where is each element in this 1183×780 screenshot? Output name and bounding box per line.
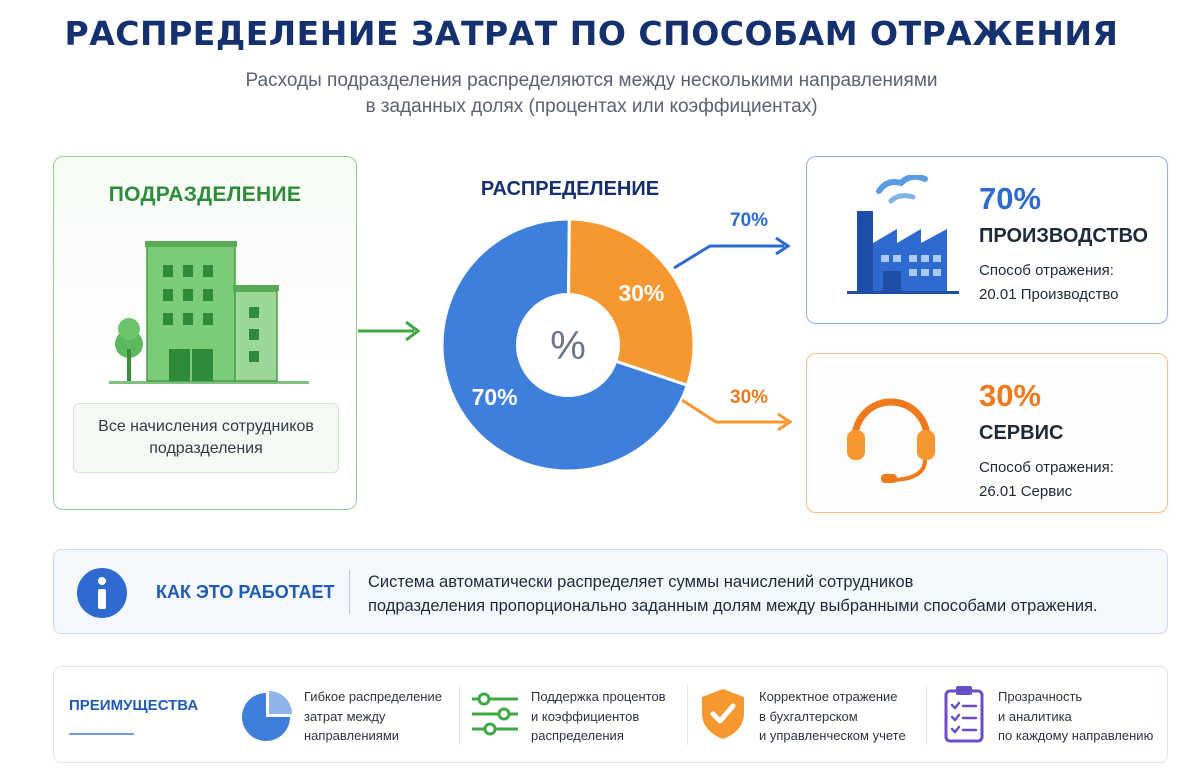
service-card: 30% СЕРВИС Способ отражения: 26.01 Серви… <box>806 353 1168 513</box>
advantage-item: Прозрачность и аналитика по каждому напр… <box>934 667 1166 764</box>
advantage-line: Корректное отражение <box>759 689 898 704</box>
factory-icon <box>847 175 959 294</box>
advantages-title: ПРЕИМУЩЕСТВА <box>69 697 199 714</box>
how-it-works-line: Система автоматически распределяет суммы… <box>368 573 914 591</box>
how-it-works-title: КАК ЭТО РАБОТАЕТ <box>156 582 335 602</box>
advantage-line: и управленческом учете <box>759 728 906 743</box>
service-percent: 30% <box>979 378 1042 413</box>
department-note-line: Все начисления сотрудников <box>98 418 314 435</box>
percent-symbol: % <box>550 324 586 368</box>
advantages-panel: ПРЕИМУЩЕСТВА Гибкое распределение затрат… <box>53 666 1168 763</box>
service-description-line: 26.01 Сервис <box>979 483 1073 500</box>
advantage-line: и аналитика <box>998 708 1072 724</box>
subtitle-line: в заданных долях (процентах или коэффици… <box>365 96 818 117</box>
divider <box>687 685 688 745</box>
divider <box>349 570 350 614</box>
advantage-item: Поддержка процентов и коэффициентов расп… <box>466 667 691 764</box>
service-description: Способ отражения: 26.01 Сервис <box>979 456 1114 504</box>
advantages-underline <box>69 733 134 735</box>
advantage-line: по каждому направлению <box>998 728 1154 743</box>
department-note-line: подразделения <box>149 440 263 457</box>
advantage-line: затрат между <box>304 708 386 724</box>
department-card: ПОДРАЗДЕЛЕНИЕ Все начисления сотрудников… <box>53 156 357 510</box>
pie-slice-label: 30% <box>618 280 664 306</box>
pie-slice-label: 70% <box>472 384 518 410</box>
info-icon <box>77 568 127 618</box>
divider <box>459 685 460 745</box>
advantage-item: Корректное отражение в бухгалтерском и у… <box>694 667 934 764</box>
advantage-line: и коэффициентов <box>531 708 640 724</box>
advantage-line: Гибкое распределение <box>304 689 442 704</box>
production-description: Способ отражения: 20.01 Производство <box>979 259 1119 307</box>
service-name: СЕРВИС <box>979 422 1064 444</box>
advantage-line: Прозрачность <box>998 689 1083 704</box>
advantage-item: Гибкое распределение затрат между направ… <box>234 667 459 764</box>
sliders-icon <box>472 692 518 736</box>
building-icon <box>109 241 309 384</box>
production-card: 70% ПРОИЗВОДСТВО Способ отражения: 20.01… <box>806 156 1168 324</box>
subtitle-line: Расходы подразделения распределяются меж… <box>245 70 938 91</box>
pie-chart-icon <box>242 691 292 741</box>
how-it-works-text: Система автоматически распределяет суммы… <box>368 570 1098 618</box>
how-it-works-panel: КАК ЭТО РАБОТАЕТ Система автоматически р… <box>53 549 1168 634</box>
distribution-pie-chart: % 70% 30% <box>440 217 696 473</box>
advantage-line: Поддержка процентов <box>531 689 666 704</box>
distribution-title: РАСПРЕДЕЛЕНИЕ <box>480 178 660 200</box>
arrow-to-service-icon <box>681 398 793 432</box>
headset-icon <box>847 398 935 483</box>
production-arrow-label: 70% <box>730 210 769 231</box>
arrow-right-icon <box>358 320 421 342</box>
page-title: РАСПРЕДЕЛЕНИЕ ЗАТРАТ ПО СПОСОБАМ ОТРАЖЕН… <box>64 14 1119 53</box>
service-description-line: Способ отражения: <box>979 459 1114 476</box>
production-description-line: 20.01 Производство <box>979 286 1119 303</box>
divider <box>926 685 927 745</box>
shield-check-icon <box>702 689 744 739</box>
advantage-line: в бухгалтерском <box>759 708 858 724</box>
service-arrow-label: 30% <box>730 387 769 408</box>
arrow-to-production-icon <box>673 236 791 270</box>
advantage-line: распределения <box>531 728 624 743</box>
department-title: ПОДРАЗДЕЛЕНИЕ <box>108 183 302 206</box>
how-it-works-line: подразделения пропорционально заданным д… <box>368 597 1098 615</box>
page-subtitle: Расходы подразделения распределяются меж… <box>0 68 1183 120</box>
advantage-line: направлениями <box>304 728 400 743</box>
checklist-icon <box>944 686 984 743</box>
department-note: Все начисления сотрудников подразделения <box>73 403 339 473</box>
production-percent: 70% <box>979 181 1042 216</box>
production-name: ПРОИЗВОДСТВО <box>979 225 1149 247</box>
production-description-line: Способ отражения: <box>979 262 1114 279</box>
